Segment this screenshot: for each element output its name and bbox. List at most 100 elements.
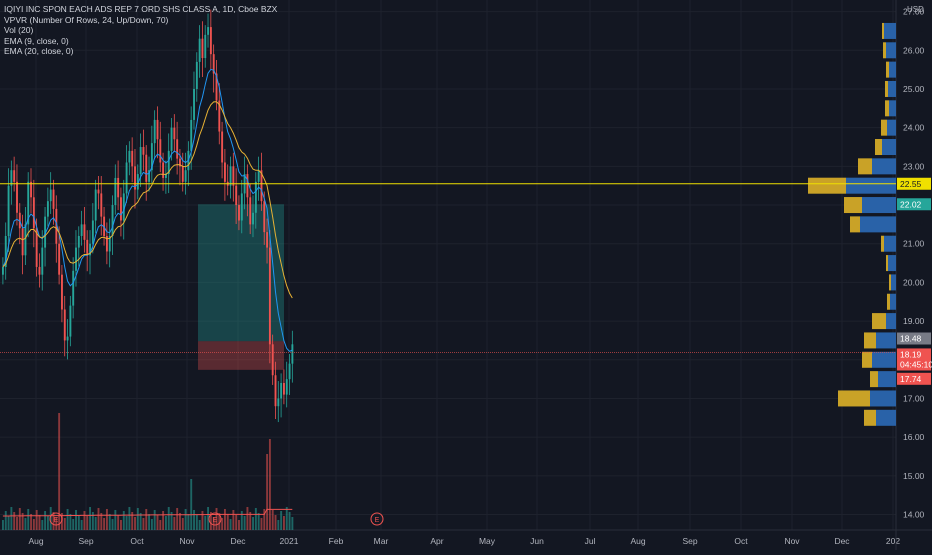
candle-body — [257, 170, 260, 182]
x-tick-label: Feb — [329, 536, 344, 546]
candle-body — [32, 197, 35, 229]
candle-body — [274, 375, 277, 407]
volume-profile-down — [881, 119, 887, 136]
volume-bar — [260, 518, 263, 530]
symbol-title[interactable]: IQIYI INC SPON EACH ADS REP 7 ORD SHS CL… — [4, 4, 278, 14]
volume-profile-up — [890, 293, 896, 310]
vpvr-indicator-label[interactable]: VPVR (Number Of Rows, 24, Up/Down, 70) — [4, 14, 169, 25]
volume-bar — [38, 515, 41, 530]
volume-bar — [55, 517, 58, 530]
volume-bar — [240, 511, 243, 530]
volume-bar — [235, 515, 238, 530]
volume-bar — [249, 512, 252, 530]
x-tick-label: Oct — [130, 536, 144, 546]
volume-bar — [49, 507, 52, 530]
volume-bar — [89, 507, 92, 530]
candle-body — [212, 54, 215, 74]
volume-bar — [72, 519, 75, 530]
y-tick-label: 26.00 — [903, 45, 925, 55]
candle-body — [114, 177, 117, 206]
volume-bar — [257, 513, 260, 530]
volume-bar — [212, 517, 215, 530]
volume-bar — [291, 517, 294, 530]
x-tick-label: Sep — [78, 536, 93, 546]
volume-profile-up — [876, 409, 896, 426]
candle-body — [46, 201, 49, 217]
candle-body — [271, 344, 274, 376]
x-tick-label: Nov — [784, 536, 800, 546]
candle-body — [77, 235, 80, 248]
volume-profile-up — [891, 274, 896, 291]
volume-bar — [125, 516, 128, 530]
volume-profile-down — [883, 42, 886, 59]
candle-body — [277, 398, 280, 407]
countdown-badge-bg — [897, 358, 931, 371]
volume-bar — [41, 520, 44, 530]
volume-bar — [268, 439, 271, 530]
volume-bar — [94, 517, 97, 530]
y-tick-label: 21.00 — [903, 239, 925, 249]
volume-bar — [58, 413, 61, 530]
volume-bar — [10, 507, 13, 530]
candle-body — [108, 235, 111, 252]
volume-bar — [193, 510, 195, 530]
volume-profile-down — [885, 100, 889, 117]
y-tick-label: 15.00 — [903, 471, 925, 481]
volume-bar — [120, 520, 122, 530]
candle-body — [195, 61, 198, 89]
x-tick-label: Aug — [28, 536, 43, 546]
candle-body — [52, 189, 55, 209]
ema20-line — [2, 101, 293, 299]
candle-body — [291, 344, 294, 364]
x-tick-label: Dec — [230, 536, 246, 546]
earnings-marker-label: E — [213, 517, 218, 524]
volume-bar — [134, 517, 136, 530]
candle-body — [145, 154, 148, 182]
volume-bar — [190, 479, 193, 530]
candle-body — [142, 147, 145, 155]
volume-bar — [63, 518, 66, 530]
candle-body — [139, 147, 142, 175]
volume-bar — [229, 519, 232, 530]
volume-bar — [69, 514, 72, 530]
volume-bar — [215, 508, 218, 530]
y-tick-label: 16.00 — [903, 432, 925, 442]
target-price-badge-bg — [897, 198, 931, 211]
candle-body — [69, 305, 72, 337]
candle-body — [72, 270, 75, 306]
volume-bar — [201, 511, 204, 530]
x-tick-label: Dec — [834, 536, 850, 546]
candle-body — [80, 224, 83, 236]
candle-body — [162, 162, 165, 178]
y-tick-label: 14.00 — [903, 510, 925, 520]
candle-body — [131, 150, 134, 167]
volume-bar — [18, 508, 21, 530]
candle-body — [252, 212, 254, 225]
volume-profile-up — [872, 158, 896, 175]
volume-indicator-label[interactable]: Vol (20) — [4, 25, 34, 35]
volume-profile-down — [887, 293, 890, 310]
candle-body — [128, 150, 131, 163]
volume-bar — [35, 510, 38, 530]
volume-bar — [32, 519, 35, 530]
candle-body — [254, 181, 257, 213]
candle-body — [38, 266, 41, 275]
earnings-marker — [49, 512, 63, 526]
candle-body — [266, 232, 269, 248]
candle-body — [173, 127, 176, 140]
candle-body — [223, 162, 226, 182]
volume-profile-down — [889, 274, 891, 291]
candle-body — [16, 181, 18, 213]
low-price-badge: 17.74 — [900, 374, 922, 384]
candle-body — [156, 119, 159, 140]
ema9-indicator-label[interactable]: EMA (9, close, 0) — [4, 35, 69, 46]
candle-body — [103, 216, 106, 236]
candle-body — [41, 247, 44, 275]
candle-body — [13, 170, 16, 182]
candle-body — [35, 228, 38, 267]
volume-bar — [117, 515, 120, 530]
ema20-indicator-label[interactable]: EMA (20, close, 0) — [4, 46, 74, 56]
volume-bar — [226, 514, 229, 530]
